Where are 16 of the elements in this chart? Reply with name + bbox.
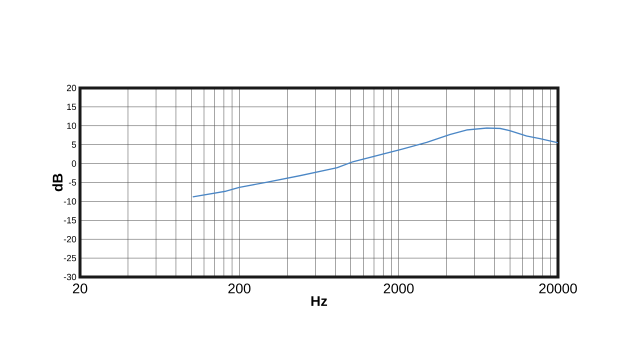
y-tick-label: -25 <box>64 254 76 262</box>
y-tick-label: 0 <box>72 160 76 167</box>
y-tick-label: 20 <box>66 84 76 92</box>
x-tick-label: 2000 <box>384 284 414 294</box>
x-tick-label: 20000 <box>539 284 577 294</box>
y-axis-title: dB <box>52 174 63 192</box>
y-tick-label: 5 <box>72 142 76 148</box>
x-tick-label: 200 <box>228 284 250 294</box>
y-tick-label: 15 <box>67 104 76 110</box>
y-tick-label: -20 <box>64 236 76 242</box>
x-axis-title: Hz <box>311 296 328 306</box>
y-tick-label: -15 <box>64 217 76 224</box>
y-tick-label: -5 <box>68 179 76 186</box>
y-tick-label: -30 <box>64 274 76 280</box>
y-tick-label: -10 <box>64 198 76 205</box>
y-tick-label: 10 <box>67 122 76 129</box>
